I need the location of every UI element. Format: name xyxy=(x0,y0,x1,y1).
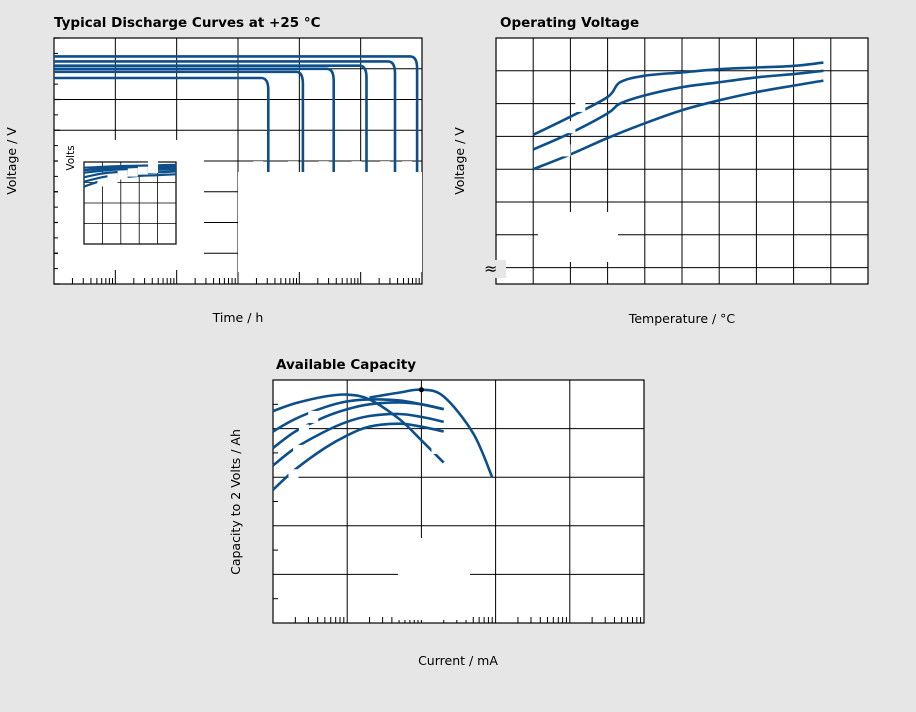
inset-series-label-4-bg xyxy=(127,164,138,177)
operating-y-label: Voltage / V xyxy=(452,127,467,195)
operating-series-1 xyxy=(532,79,824,171)
operating-curve-labels xyxy=(560,99,586,157)
discharge-series-label-6-bg xyxy=(402,161,413,174)
discharge-series-label-4-bg xyxy=(351,161,362,174)
discharge-x-label: Time / h xyxy=(212,310,264,325)
discharge-title: Typical Discharge Curves at +25 °C xyxy=(54,15,321,31)
capacity-series-4 xyxy=(272,398,445,433)
capacity-legend xyxy=(398,538,470,620)
discharge-chart: Typical Discharge Curves at +25 °C Time … xyxy=(4,15,423,325)
operating-series-2 xyxy=(532,69,824,151)
discharge-series-label-1-bg xyxy=(253,161,264,174)
discharge-y-label: Voltage / V xyxy=(4,127,19,195)
operating-curves xyxy=(532,61,824,171)
discharge-frame xyxy=(53,37,423,285)
discharge-series-5 xyxy=(54,60,397,186)
capacity-series-label-4-bg xyxy=(308,410,319,423)
inset-y-label: Volts xyxy=(65,145,77,170)
capacity-series-label-3-bg xyxy=(298,424,309,437)
inset-series-6 xyxy=(83,163,177,169)
inset-frame xyxy=(83,161,177,245)
discharge-legend xyxy=(238,172,422,272)
capacity-series-peak xyxy=(369,388,494,478)
capacity-series-5 xyxy=(272,393,445,464)
inset-series-label-3-bg xyxy=(117,167,128,180)
discharge-series-label-2-bg xyxy=(287,161,298,174)
capacity-peak-marker xyxy=(418,387,424,393)
discharge-series-4 xyxy=(54,64,368,186)
discharge-series-1 xyxy=(54,76,270,186)
discharge-inset: Volts xyxy=(58,140,204,270)
capacity-x-label: Current / mA xyxy=(418,653,498,668)
operating-series-label-3-bg xyxy=(575,99,586,112)
discharge-curve-labels xyxy=(253,161,413,174)
operating-grid xyxy=(495,37,869,285)
discharge-series-3 xyxy=(54,67,335,186)
capacity-series-label-2-bg xyxy=(293,444,304,457)
capacity-title: Available Capacity xyxy=(276,357,416,373)
inset-series-label-6-bg xyxy=(148,160,158,173)
operating-frame xyxy=(495,37,869,285)
capacity-y-label: Capacity to 2 Volts / Ah xyxy=(228,429,243,575)
inset-series-label-5-bg xyxy=(137,162,148,175)
capacity-series-label-1-bg xyxy=(288,469,299,482)
operating-series-label-1-bg xyxy=(560,144,571,157)
inset-series-label-2-bg xyxy=(107,171,118,184)
operating-x-label: Temperature / °C xyxy=(628,311,736,326)
inset-series-label-1-bg xyxy=(97,174,108,187)
discharge-series-2 xyxy=(54,70,305,186)
discharge-series-6 xyxy=(54,55,419,186)
discharge-curves xyxy=(54,55,419,186)
capacity-series-1 xyxy=(272,422,444,491)
inset-background xyxy=(58,140,204,270)
discharge-series-label-3-bg xyxy=(318,161,329,174)
inset-series-5 xyxy=(83,165,177,172)
capacity-chart: Available Capacity Current / mA Capacity… xyxy=(228,357,645,668)
operating-series-3 xyxy=(532,61,824,136)
operating-chart: Operating Voltage ≈ Temperature / °C Vol… xyxy=(452,15,869,326)
capacity-frame xyxy=(272,379,645,624)
operating-legend xyxy=(538,212,618,262)
inset-curves xyxy=(83,160,177,188)
axis-break-icon: ≈ xyxy=(484,259,497,278)
axis-break-gap xyxy=(486,260,506,278)
operating-title: Operating Voltage xyxy=(500,15,639,31)
capacity-curve-labels xyxy=(288,410,442,482)
operating-series-label-2-bg xyxy=(565,121,576,134)
capacity-series-label-5-bg xyxy=(431,442,442,455)
discharge-series-label-5-bg xyxy=(380,161,391,174)
